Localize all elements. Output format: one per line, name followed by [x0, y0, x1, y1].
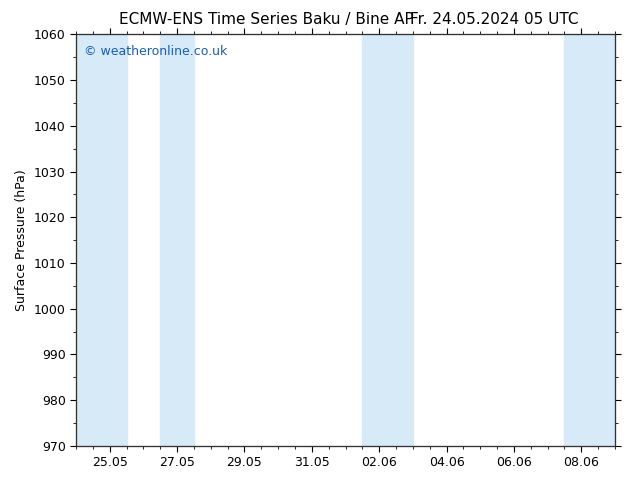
Bar	[160, 34, 194, 446]
Text: ECMW-ENS Time Series Baku / Bine AP: ECMW-ENS Time Series Baku / Bine AP	[119, 12, 413, 27]
Y-axis label: Surface Pressure (hPa): Surface Pressure (hPa)	[15, 169, 29, 311]
Bar	[76, 34, 127, 446]
Text: Fr. 24.05.2024 05 UTC: Fr. 24.05.2024 05 UTC	[410, 12, 579, 27]
Text: © weatheronline.co.uk: © weatheronline.co.uk	[84, 45, 228, 58]
Bar	[363, 34, 413, 446]
Bar	[564, 34, 615, 446]
